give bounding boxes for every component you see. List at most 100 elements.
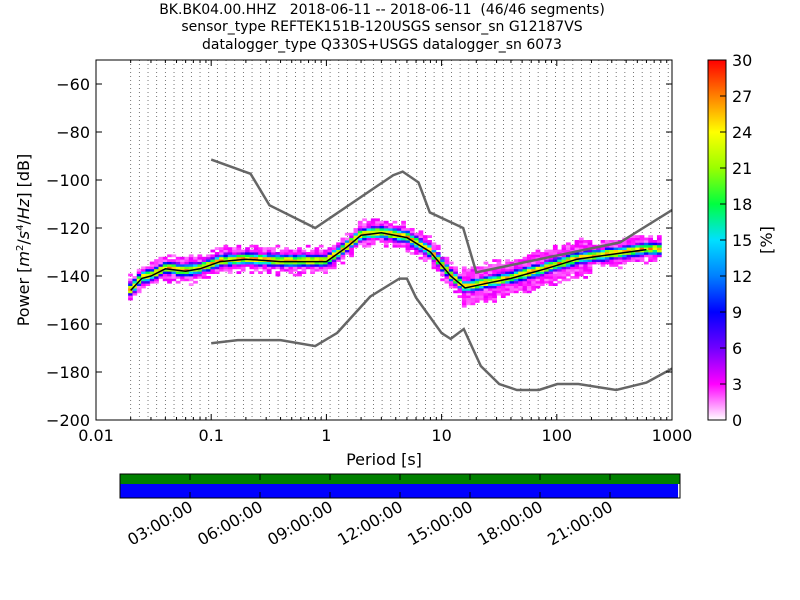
histogram-cell — [405, 249, 411, 253]
histogram-cell — [249, 244, 255, 248]
histogram-cell — [375, 237, 380, 241]
histogram-cell — [500, 285, 506, 289]
histogram-cell — [639, 244, 645, 248]
histogram-cell — [617, 249, 623, 253]
histogram-cell — [639, 247, 645, 250]
histogram-cell — [275, 273, 281, 277]
histogram-cell — [461, 304, 467, 308]
x-tick-label: 0.01 — [78, 426, 114, 445]
histogram-cell — [327, 256, 333, 260]
histogram-cell — [223, 247, 229, 250]
histogram-cell — [513, 259, 519, 262]
histogram-cell — [162, 256, 168, 260]
histogram-cell — [214, 247, 220, 250]
histogram-cell — [483, 278, 489, 282]
histogram-cell — [422, 252, 428, 255]
histogram-cell — [223, 268, 229, 272]
histogram-cell — [128, 280, 133, 284]
histogram-cell — [344, 237, 350, 241]
histogram-cell — [171, 259, 177, 262]
histogram-cell — [206, 276, 211, 279]
histogram-cell — [531, 288, 536, 291]
histogram-cell — [487, 285, 493, 289]
histogram-cell — [357, 220, 363, 224]
histogram-cell — [197, 264, 203, 267]
histogram-cell — [596, 247, 602, 250]
histogram-cell — [591, 261, 597, 265]
histogram-cell — [132, 278, 138, 282]
histogram-cell — [574, 268, 580, 272]
histogram-cell — [565, 244, 571, 248]
histogram-cell — [587, 244, 593, 248]
histogram-cell — [526, 256, 532, 260]
histogram-cell — [444, 261, 450, 265]
histogram-cell — [470, 278, 476, 282]
histogram-cell — [349, 252, 354, 255]
histogram-cell — [509, 266, 515, 270]
histogram-cell — [318, 268, 324, 272]
histogram-cell — [379, 240, 385, 243]
histogram-cell — [574, 256, 580, 260]
histogram-cell — [427, 256, 432, 260]
histogram-cell — [596, 252, 602, 255]
histogram-cell — [500, 276, 506, 279]
histogram-cell — [487, 297, 493, 301]
histogram-cell — [578, 252, 584, 255]
histogram-cell — [331, 259, 337, 262]
histogram-cell — [375, 225, 380, 229]
histogram-cell — [500, 271, 506, 274]
histogram-cell — [188, 271, 194, 274]
histogram-cell — [201, 256, 207, 260]
histogram-cell — [435, 252, 441, 255]
histogram-cell — [219, 266, 224, 270]
histogram-cell — [232, 252, 237, 255]
histogram-cell — [275, 252, 281, 255]
histogram-cell — [128, 292, 133, 296]
histogram-cell — [310, 252, 315, 255]
histogram-cell — [288, 268, 294, 272]
histogram-cell — [444, 266, 450, 270]
histogram-cell — [336, 254, 341, 258]
histogram-cell — [518, 268, 523, 272]
histogram-cell — [496, 276, 502, 279]
histogram-cell — [505, 261, 510, 265]
histogram-cell — [535, 256, 541, 260]
histogram-cell — [622, 254, 628, 258]
histogram-cell — [583, 259, 589, 262]
histogram-cell — [444, 268, 450, 272]
histogram-cell — [379, 237, 385, 241]
histogram-cell — [180, 264, 185, 267]
histogram-cell — [301, 264, 307, 267]
histogram-cell — [210, 256, 216, 260]
histogram-cell — [609, 244, 615, 248]
histogram-cell — [145, 271, 151, 274]
histogram-cell — [318, 254, 324, 258]
histogram-cell — [240, 266, 246, 270]
histogram-cell — [440, 268, 445, 272]
histogram-cell — [266, 268, 272, 272]
histogram-cell — [236, 252, 242, 255]
histogram-cell — [548, 264, 554, 267]
histogram-cell — [487, 290, 493, 294]
histogram-cell — [392, 230, 398, 234]
histogram-cell — [565, 247, 571, 250]
histogram-cell — [201, 268, 207, 272]
histogram-cell — [479, 288, 484, 291]
histogram-cell — [613, 256, 619, 260]
histogram-cell — [648, 249, 654, 253]
histogram-cell — [379, 220, 385, 224]
histogram-cell — [561, 278, 567, 282]
y-tick-label: −80 — [56, 123, 90, 142]
histogram-cell — [440, 271, 445, 274]
histogram-cell — [544, 268, 549, 272]
histogram-cell — [587, 254, 593, 258]
histogram-cell — [227, 261, 233, 265]
histogram-cell — [609, 256, 615, 260]
histogram-cell — [210, 261, 216, 265]
histogram-cell — [266, 254, 272, 258]
histogram-cell — [548, 256, 554, 260]
histogram-cell — [297, 261, 302, 265]
histogram-cell — [522, 256, 528, 260]
histogram-cell — [349, 244, 354, 248]
histogram-cell — [180, 259, 185, 262]
